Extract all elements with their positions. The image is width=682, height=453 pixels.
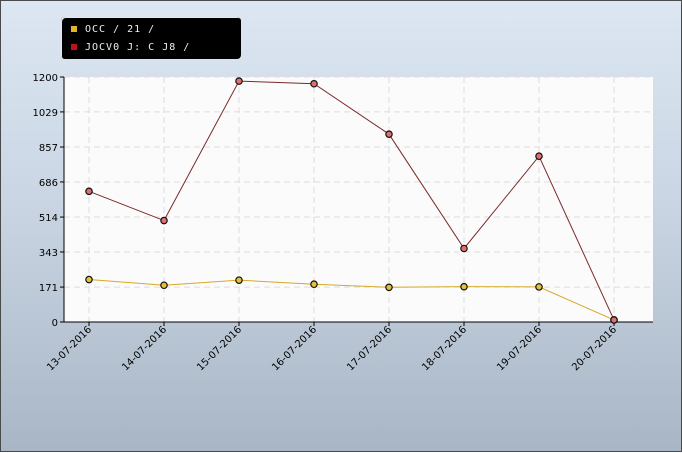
x-tick-label: 19-07-2016 — [495, 324, 544, 373]
series-1-line — [88, 279, 615, 321]
x-tick-label: 16-07-2016 — [270, 324, 319, 373]
series-1-point — [535, 283, 543, 291]
x-tick-label: 13-07-2016 — [45, 324, 94, 373]
legend-swatch-series-2 — [71, 44, 77, 50]
y-tick-label: 1029 — [33, 108, 58, 119]
series-2-point — [235, 77, 243, 85]
y-axis-tick-labels: 0 171 343 514 686 857 1029 1200 — [33, 73, 58, 329]
series-2-line — [88, 80, 615, 321]
series-1-point — [310, 280, 318, 289]
grid-lines — [64, 76, 653, 322]
series-2-point — [535, 152, 543, 161]
series-1-point — [85, 275, 93, 284]
series-2-point — [610, 316, 618, 324]
series-1-point — [160, 281, 168, 290]
series-2-point — [85, 187, 93, 196]
y-tick-label: 686 — [39, 178, 58, 189]
legend-item: OCC / 21 / — [71, 23, 155, 35]
legend-item: JOCV0 J: C J8 / — [71, 41, 190, 53]
series-2-point — [385, 130, 393, 138]
series-1-point — [460, 282, 468, 291]
x-axis-tick-labels: 13-07-2016 14-07-2016 15-07-2016 16-07-2016… — [45, 324, 619, 373]
y-tick-label: 0 — [52, 318, 58, 329]
legend-swatch-series-1 — [71, 26, 77, 32]
series-1-point — [385, 283, 393, 292]
series-group — [85, 77, 618, 324]
y-tick-label: 171 — [39, 283, 58, 294]
legend: OCC / 21 / JOCV0 J: C J8 / — [61, 17, 241, 59]
plot-area — [64, 77, 653, 322]
series-1-point — [235, 276, 243, 284]
series-2-point — [460, 244, 468, 253]
legend-label-series-2: JOCV0 J: C J8 / — [85, 41, 191, 53]
legend-label-series-1: OCC / 21 / — [85, 23, 156, 35]
axes — [60, 76, 653, 326]
y-tick-label: 514 — [39, 213, 58, 224]
x-tick-label: 20-07-2016 — [570, 324, 619, 373]
x-tick-label: 14-07-2016 — [120, 324, 169, 373]
x-tick-label: 17-07-2016 — [345, 324, 394, 373]
y-tick-label: 1200 — [33, 73, 58, 84]
y-tick-label: 857 — [39, 143, 58, 154]
x-tick-label: 18-07-2016 — [420, 324, 469, 373]
series-2-point — [310, 79, 318, 88]
series-2-point — [160, 216, 168, 225]
y-tick-label: 343 — [39, 248, 58, 259]
x-tick-label: 15-07-2016 — [195, 324, 244, 373]
